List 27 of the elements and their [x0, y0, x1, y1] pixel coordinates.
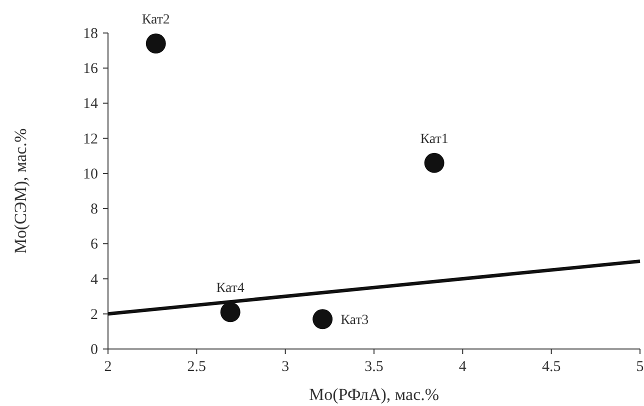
x-tick-label: 2.5: [187, 359, 206, 375]
point: [424, 152, 444, 173]
y-tick-label: 14: [83, 96, 98, 112]
y-tick-label: 10: [83, 166, 98, 182]
x-tick-label: 4: [458, 359, 467, 375]
annotation: Кат4: [216, 281, 244, 296]
y-axis-title: Mo(СЭМ), мас.%: [11, 128, 30, 254]
x-tick-label: 2: [104, 359, 112, 375]
point: [146, 34, 166, 54]
y-tick-label: 6: [90, 236, 98, 253]
x-tick-label: 3.5: [364, 359, 384, 375]
annotation: Кат1: [420, 132, 448, 147]
annotation: Кат3: [340, 313, 369, 328]
x-tick-label: 4.5: [542, 359, 561, 375]
y-tick-label: 2: [90, 306, 98, 323]
y-tick-label: 18: [83, 26, 98, 42]
point: [220, 302, 240, 322]
x-axis-title: Mo(РФлА), мас.%: [308, 385, 440, 404]
point: [312, 309, 333, 330]
y-tick-label: 12: [83, 131, 98, 148]
annotation: Кат2: [142, 12, 170, 28]
y-tick-label: 16: [83, 61, 98, 78]
y-tick-label: 8: [90, 202, 98, 218]
y-tick-label: 4: [90, 272, 98, 288]
y-tick-label: 0: [90, 342, 98, 358]
x-tick-label: 5: [636, 359, 644, 375]
x-tick-label: 3: [282, 359, 290, 375]
